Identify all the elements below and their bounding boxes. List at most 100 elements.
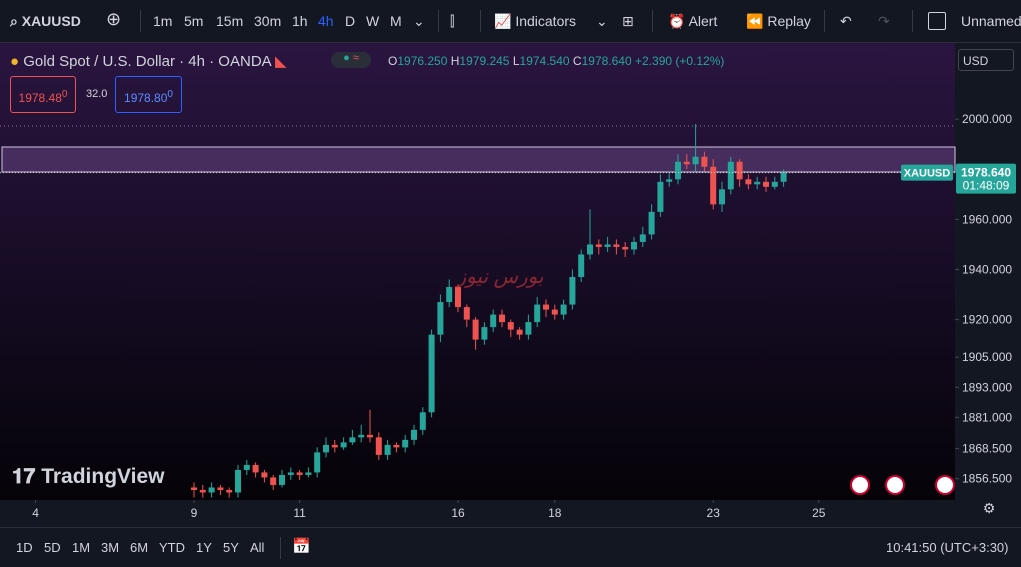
interval[interactable]: 4h [318,13,334,29]
candle-body [323,444,329,453]
candle-body [331,444,338,448]
alert-button[interactable]: ⏰ Alert [668,13,718,29]
x-tick-label: 23 [707,506,721,520]
currency[interactable]: USD [958,49,1014,71]
candle-body [199,489,206,493]
price-tag-symbol: XAUUSD [904,168,951,180]
layout-icon[interactable] [928,12,946,30]
interval[interactable]: 5m [184,13,204,29]
candle-body [631,241,637,250]
interval[interactable]: 1h [292,13,308,29]
legend-title: Gold Spot / U.S. Dollar · 4h · OANDA [23,53,271,70]
date-range[interactable]: 📅 [292,538,311,555]
status-pill[interactable]: ● ≈ [331,52,371,68]
plot [191,124,787,498]
layout-name[interactable]: Unnamed [961,13,1021,29]
candle-body [305,472,312,475]
top-toolbar: ⌕ XAUUSD ⊕ 1m 5m 15m 30m 1h 4h D W M ⌄ ⫿ 📈 Indic… [0,0,1021,43]
candle-body [217,487,224,490]
replay-button[interactable]: ⏪ Replay [746,13,811,29]
separator [480,10,481,32]
candle-body [367,434,373,438]
zone-drawing[interactable] [1,146,956,173]
range[interactable]: 5Y [223,540,239,555]
candle-body [516,329,523,335]
interval[interactable]: 30m [254,13,282,29]
y-tick-label: 1868.500 [962,442,1012,456]
interval-menu[interactable]: ⌄ [413,13,425,29]
event-icon[interactable] [885,475,905,495]
range[interactable]: All [250,540,265,555]
replay[interactable]: Replay [767,13,811,29]
add-symbol[interactable]: ⊕ [106,9,122,29]
candle-body [314,452,321,473]
x-tick-label: 4 [32,506,39,520]
indicators-menu[interactable]: ⌄ [596,13,608,29]
candle-body [446,287,453,303]
watermark: 𝟏𝟕 TradingView [12,465,165,488]
legend-title-row: ● Gold Spot / U.S. Dollar · 4h · OANDA ◣ [10,53,287,70]
clock[interactable]: 10:41:50 (UTC+3:30) [886,540,1009,555]
interval[interactable]: 1m [153,13,173,29]
candle-body [754,181,761,185]
candle-body [393,444,400,448]
interval[interactable]: D [345,13,356,29]
candle-body [675,161,681,180]
candle-body [683,161,690,165]
range[interactable]: 1D [16,540,33,555]
l: 1974.540 [519,54,570,68]
range[interactable]: 3M [101,540,120,555]
range[interactable]: 1Y [196,540,212,555]
c: 1978.640 [581,54,632,68]
ask-small[interactable]: 0 [167,89,173,100]
undo[interactable]: ↶ [840,13,852,29]
candle-body [560,304,567,315]
buy-button[interactable]: 1978.800 [115,76,182,113]
templates[interactable]: ⊞ [622,13,634,29]
redo[interactable]: ↷ [878,13,890,29]
candle-body [719,189,725,205]
separator [280,537,281,559]
candle-body [595,244,602,247]
separator [912,10,913,32]
y-tick-label: 1920.000 [962,313,1012,327]
candle-body [622,246,629,250]
alert[interactable]: Alert [688,13,718,29]
range[interactable]: 5D [44,540,61,555]
candle-body [287,472,294,475]
chart-type[interactable]: ⫿ [450,13,455,29]
symbol-search[interactable]: ⌕ XAUUSD [10,13,81,29]
event-icon[interactable] [850,475,870,495]
candle-body [692,156,699,165]
separator [438,10,439,32]
candle-body [587,244,593,255]
range[interactable]: 6M [130,540,149,555]
bid[interactable]: 1978.48 [18,91,62,105]
candle-body [349,437,356,443]
candle-body [243,464,250,470]
interval[interactable]: M [390,13,402,29]
range[interactable]: YTD [159,540,185,555]
settings[interactable]: ⚙ [983,500,996,516]
indicators[interactable]: Indicators [515,13,577,29]
price-axis-background [955,43,1021,527]
symbol[interactable]: XAUUSD [21,13,81,29]
o-label: O [388,54,398,68]
interval[interactable]: 15m [216,13,244,29]
event-icon[interactable] [935,475,955,495]
range[interactable]: 1M [72,540,91,555]
candle-body [481,327,488,340]
h: 1979.245 [459,54,510,68]
y-tick-label: 1960.000 [962,212,1012,226]
interval[interactable]: W [366,13,380,29]
candle-body [270,477,277,485]
price-tag-price: 1978.640 [961,166,1011,180]
sell-button[interactable]: 1978.480 [10,76,76,113]
bottom-toolbar: 1D 5D 1M 3M 6M YTD 1Y 5Y All 📅 10:41:50 (UTC+3:3… [0,527,1021,567]
change: +2.390 (+0.12%) [635,54,725,68]
price-tag-symbol-bg [901,164,953,181]
bid-small[interactable]: 0 [61,89,68,100]
ask[interactable]: 1978.80 [124,91,168,105]
indicators-button[interactable]: 📈 Indicators [494,13,577,29]
